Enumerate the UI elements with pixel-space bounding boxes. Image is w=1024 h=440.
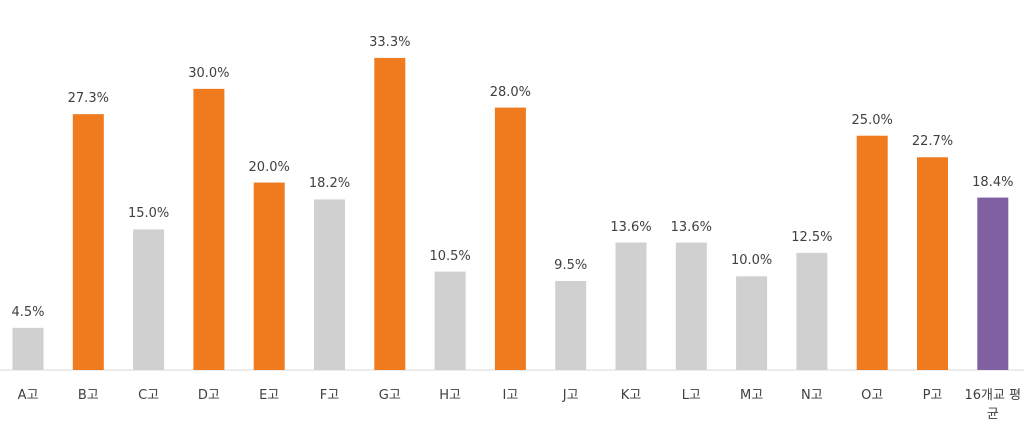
x-tick-label: O고 xyxy=(861,388,884,403)
bar xyxy=(253,182,285,370)
value-label: 18.4% xyxy=(972,174,1014,190)
x-tick-label: M고 xyxy=(740,388,764,403)
x-tick-label: A고 xyxy=(17,388,39,403)
bar xyxy=(615,242,647,370)
value-label: 25.0% xyxy=(851,112,893,128)
x-tick-label: K고 xyxy=(620,388,642,403)
x-tick-label: D고 xyxy=(197,388,220,403)
value-label: 9.5% xyxy=(554,257,588,273)
bar xyxy=(133,229,165,370)
value-label: 22.7% xyxy=(911,134,954,150)
value-label: 13.6% xyxy=(610,219,652,235)
x-tick-label: F고 xyxy=(319,388,340,403)
bar xyxy=(494,107,526,370)
bar xyxy=(12,327,44,370)
value-label: 10.0% xyxy=(730,253,773,269)
value-label: 13.6% xyxy=(670,219,712,235)
bar xyxy=(374,57,406,370)
value-label: 10.5% xyxy=(429,248,471,264)
bar xyxy=(675,242,707,370)
bar xyxy=(796,252,828,370)
bar xyxy=(736,276,768,370)
value-label: 18.2% xyxy=(308,176,351,192)
value-label: 12.5% xyxy=(791,229,833,245)
x-tick-label: E고 xyxy=(259,388,280,403)
value-label: 27.3% xyxy=(67,91,109,107)
x-tick-label: N고 xyxy=(801,388,823,403)
bar xyxy=(434,271,466,370)
x-tick-label: I고 xyxy=(502,388,519,403)
bar xyxy=(314,199,345,370)
value-label: 15.0% xyxy=(127,206,170,222)
bar xyxy=(72,114,104,370)
value-label: 30.0% xyxy=(188,65,230,81)
bar xyxy=(856,135,888,370)
value-label: 28.0% xyxy=(489,84,532,100)
x-tick-label: C고 xyxy=(138,388,160,403)
bar xyxy=(917,157,948,370)
x-tick-label: 16개교 평균 xyxy=(964,388,1022,422)
x-tick-label: L고 xyxy=(681,388,701,403)
value-label: 20.0% xyxy=(248,159,290,175)
bar xyxy=(193,88,225,370)
bar xyxy=(977,197,1009,370)
x-tick-label: G고 xyxy=(378,388,401,403)
x-tick-label: H고 xyxy=(439,388,461,403)
x-tick-label: J고 xyxy=(562,388,579,403)
bar xyxy=(555,280,587,370)
x-tick-label: B고 xyxy=(77,388,99,403)
value-label: 33.3% xyxy=(369,34,411,50)
value-label: 4.5% xyxy=(11,304,45,320)
x-tick-label: P고 xyxy=(922,388,943,403)
